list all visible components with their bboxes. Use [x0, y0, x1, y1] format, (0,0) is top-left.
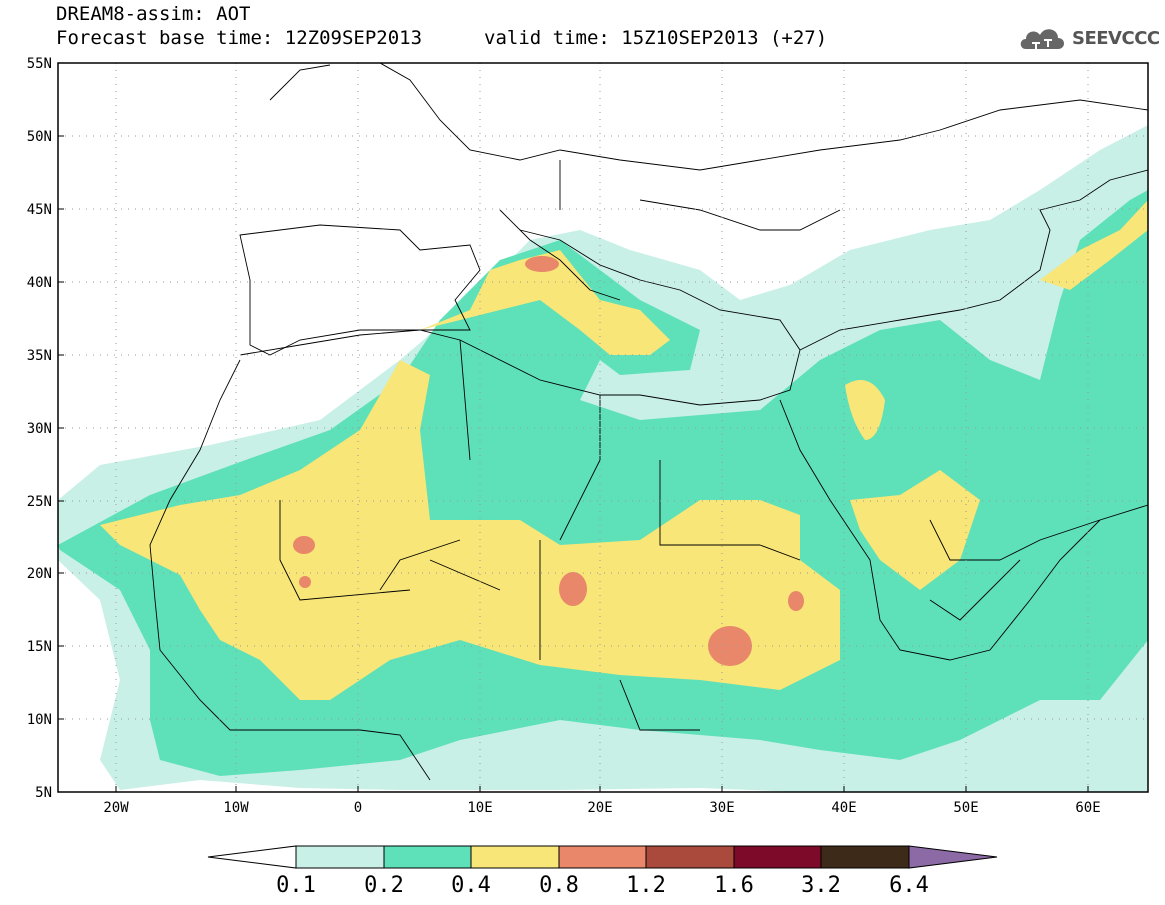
lon-label-10e: 10E	[467, 800, 492, 816]
lon-label-30e: 30E	[709, 800, 734, 816]
colorbar-swatch-1.6-3.2	[733, 845, 822, 869]
aot-field-0.4-iraq	[845, 380, 885, 440]
graticule	[58, 63, 1148, 792]
aot-field-0.4-italy	[420, 250, 670, 355]
lat-label-40n: 40N	[27, 275, 52, 291]
coastlines	[149, 63, 1148, 781]
aot-field-0.4	[100, 360, 840, 700]
lon-label-40e: 40E	[831, 800, 856, 816]
aot-field-0.8-eritrea	[788, 591, 804, 611]
lat-label-50n: 50N	[27, 129, 52, 145]
lat-label-5n: 5N	[35, 785, 52, 801]
seevccc-logo: SEEVCCC	[1018, 22, 1160, 54]
lon-label-60e: 60E	[1075, 800, 1100, 816]
colorbar	[207, 845, 998, 869]
tick-marks	[58, 62, 1089, 792]
aot-field-0.8-italy	[525, 256, 559, 272]
colorbar-label-0.2: 0.2	[364, 873, 404, 898]
lon-label-50e: 50E	[953, 800, 978, 816]
colorbar-label-0.4: 0.4	[451, 873, 491, 898]
colorbar-swatch-1.2-1.6	[645, 845, 735, 869]
aot-field-0.8-mali	[293, 536, 315, 554]
lat-label-45n: 45N	[27, 202, 52, 218]
aot-field-0.4-caspian	[1040, 200, 1148, 290]
cloud-icon	[1020, 29, 1064, 49]
colorbar-label-0.1: 0.1	[276, 873, 316, 898]
colorbar-label-1.2: 1.2	[626, 873, 666, 898]
colorbar-label-0.8: 0.8	[539, 873, 579, 898]
lat-label-25n: 25N	[27, 494, 52, 510]
valid-time: valid time: 15Z10SEP2013 (+27)	[484, 27, 828, 49]
colorbar-label-3.2: 3.2	[801, 873, 841, 898]
colorbar-swatch-3.2-6.4	[820, 845, 910, 869]
colorbar-swatch-0.2-0.4	[383, 845, 472, 869]
colorbar-over-arrow	[908, 845, 998, 869]
colorbar-label-1.6: 1.6	[714, 873, 754, 898]
colorbar-label-6.4: 6.4	[889, 873, 929, 898]
colorbar-swatch-0.1-0.2	[295, 845, 385, 869]
colorbar-swatch-0.4-0.8	[470, 845, 560, 869]
lat-label-55n: 55N	[27, 56, 52, 72]
lat-label-35n: 35N	[27, 348, 52, 364]
lat-label-15n: 15N	[27, 639, 52, 655]
lat-label-20n: 20N	[27, 566, 52, 582]
forecast-base-time: Forecast base time: 12Z09SEP2013	[56, 27, 423, 49]
aot-field-0.4-arabia	[850, 470, 980, 590]
lat-label-10n: 10N	[27, 712, 52, 728]
lon-label-0: 0	[354, 800, 362, 816]
logo-text: SEEVCCC	[1072, 27, 1160, 49]
aot-field-0.8-mali-small	[299, 576, 311, 588]
colorbar-under-arrow	[207, 845, 297, 869]
lon-label-20e: 20E	[587, 800, 612, 816]
colorbar-swatch-0.8-1.2	[558, 845, 647, 869]
lon-label-10w: 10W	[223, 800, 249, 816]
lat-label-30n: 30N	[27, 421, 52, 437]
map-title: DREAM8-assim: AOT	[56, 3, 251, 25]
aot-field-0.8-chad	[559, 572, 587, 606]
lon-label-20w: 20W	[103, 800, 129, 816]
